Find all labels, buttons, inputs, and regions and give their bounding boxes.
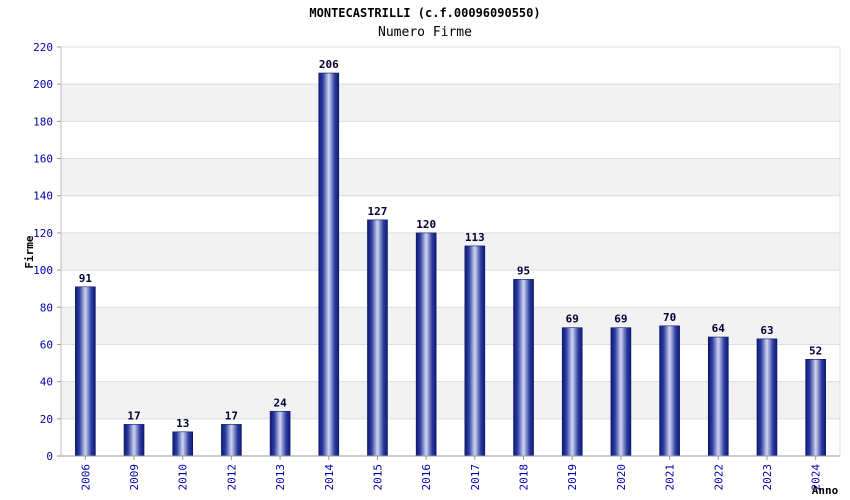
data-label-2014: 206 <box>319 58 339 71</box>
grid-band <box>61 232 840 271</box>
data-label-2017: 113 <box>465 231 485 244</box>
data-label-2009: 17 <box>127 409 140 422</box>
x-tick-label-2021: 2021 <box>664 464 677 491</box>
data-label-2016: 120 <box>416 218 436 231</box>
bar-2012 <box>221 424 242 457</box>
x-tick-label-2024: 2024 <box>810 464 823 491</box>
y-tick-label: 220 <box>33 41 53 54</box>
bar-2018 <box>513 279 534 457</box>
data-label-2020: 69 <box>614 313 627 326</box>
bar-2010 <box>172 431 194 457</box>
grid-band <box>61 158 840 196</box>
bar-2024 <box>805 359 826 457</box>
data-label-2006: 91 <box>79 272 93 285</box>
y-tick-label: 200 <box>33 78 53 91</box>
x-tick-label-2013: 2013 <box>274 464 287 491</box>
x-tick-label-2012: 2012 <box>225 464 238 491</box>
data-label-2023: 63 <box>760 324 773 337</box>
y-tick-label: 120 <box>33 227 53 240</box>
x-tick-label-2020: 2020 <box>615 464 628 491</box>
y-tick-label: 0 <box>46 450 53 463</box>
x-tick-label-2022: 2022 <box>712 464 725 491</box>
bar-2022 <box>707 336 729 457</box>
data-label-2022: 64 <box>712 322 726 335</box>
data-label-2013: 24 <box>273 396 287 409</box>
y-tick-label: 80 <box>40 301 53 314</box>
bar-2017 <box>464 245 486 457</box>
bar-2020 <box>610 327 632 457</box>
x-tick-label-2006: 2006 <box>79 464 92 491</box>
y-tick-label: 100 <box>33 264 53 277</box>
data-label-2021: 70 <box>663 311 676 324</box>
data-label-2010: 13 <box>176 417 189 430</box>
y-tick-label: 40 <box>40 376 53 389</box>
bar-2016 <box>415 232 437 457</box>
x-tick-label-2010: 2010 <box>177 464 190 491</box>
x-tick-label-2015: 2015 <box>371 464 384 491</box>
chart-subtitle: Numero Firme <box>378 25 472 40</box>
data-label-2024: 52 <box>809 344 822 357</box>
bar-2006 <box>75 286 96 457</box>
data-label-2018: 95 <box>517 264 530 277</box>
y-tick-label: 180 <box>33 115 53 128</box>
data-label-2019: 69 <box>566 313 579 326</box>
bar-2021 <box>659 325 680 457</box>
chart-title: MONTECASTRILLI (c.f.00096090550) <box>309 6 541 20</box>
bar-2023 <box>756 338 778 457</box>
x-tick-label-2014: 2014 <box>323 464 336 491</box>
x-tick-label-2009: 2009 <box>128 464 141 491</box>
bar-2013 <box>269 411 291 457</box>
bar-2015 <box>367 219 388 457</box>
x-tick-label-2018: 2018 <box>518 464 531 491</box>
x-tick-label-2019: 2019 <box>566 464 579 491</box>
x-axis-label: Anno <box>812 484 839 497</box>
y-axis-label: Firme <box>23 235 36 268</box>
y-tick-label: 160 <box>33 153 53 166</box>
bar-2019 <box>561 327 583 457</box>
bar-2009 <box>123 424 145 457</box>
data-label-2015: 127 <box>368 205 388 218</box>
bar-2014 <box>318 72 340 457</box>
y-tick-label: 140 <box>33 190 53 203</box>
grid-band <box>61 84 840 122</box>
data-label-2012: 17 <box>225 409 238 422</box>
x-tick-label-2016: 2016 <box>420 464 433 491</box>
x-tick-label-2023: 2023 <box>761 464 774 491</box>
y-tick-label: 20 <box>40 413 53 426</box>
x-tick-label-2017: 2017 <box>469 464 482 491</box>
y-tick-label: 60 <box>40 338 53 351</box>
